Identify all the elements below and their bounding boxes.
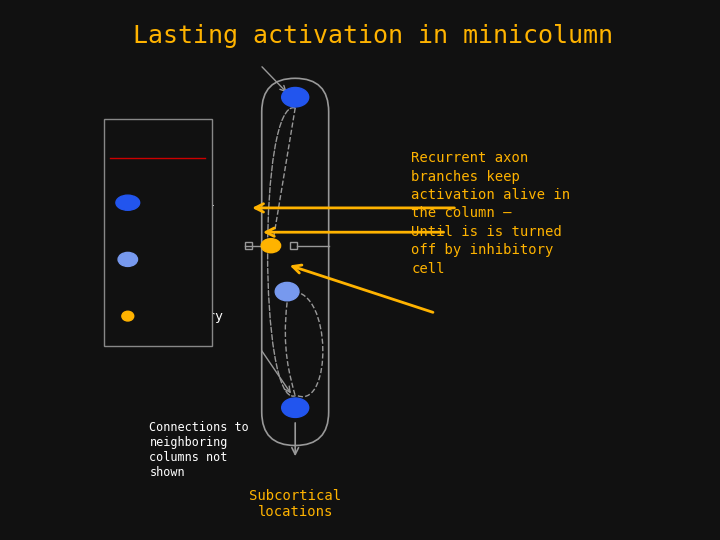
Text: Inhibitory: Inhibitory: [144, 309, 224, 322]
Text: Cell Types: Cell Types: [116, 135, 199, 149]
Ellipse shape: [282, 398, 309, 417]
Ellipse shape: [282, 87, 309, 107]
Ellipse shape: [116, 195, 140, 210]
Ellipse shape: [122, 311, 134, 321]
Text: Pyramidal: Pyramidal: [144, 196, 216, 209]
Ellipse shape: [261, 239, 281, 253]
Text: Lasting activation in minicolumn: Lasting activation in minicolumn: [133, 24, 613, 48]
Text: Subcortical
locations: Subcortical locations: [249, 489, 341, 519]
Bar: [104, 119, 212, 346]
Ellipse shape: [275, 282, 299, 301]
Bar: [245, 242, 252, 249]
Text: Recurrent axon
branches keep
activation alive in
the column –
Until is is turned: Recurrent axon branches keep activation …: [411, 151, 570, 275]
Bar: [290, 242, 297, 249]
Ellipse shape: [118, 252, 138, 266]
Text: Spiny
Stellate: Spiny Stellate: [144, 245, 208, 273]
Text: Connections to
neighboring
columns not
shown: Connections to neighboring columns not s…: [150, 421, 249, 479]
